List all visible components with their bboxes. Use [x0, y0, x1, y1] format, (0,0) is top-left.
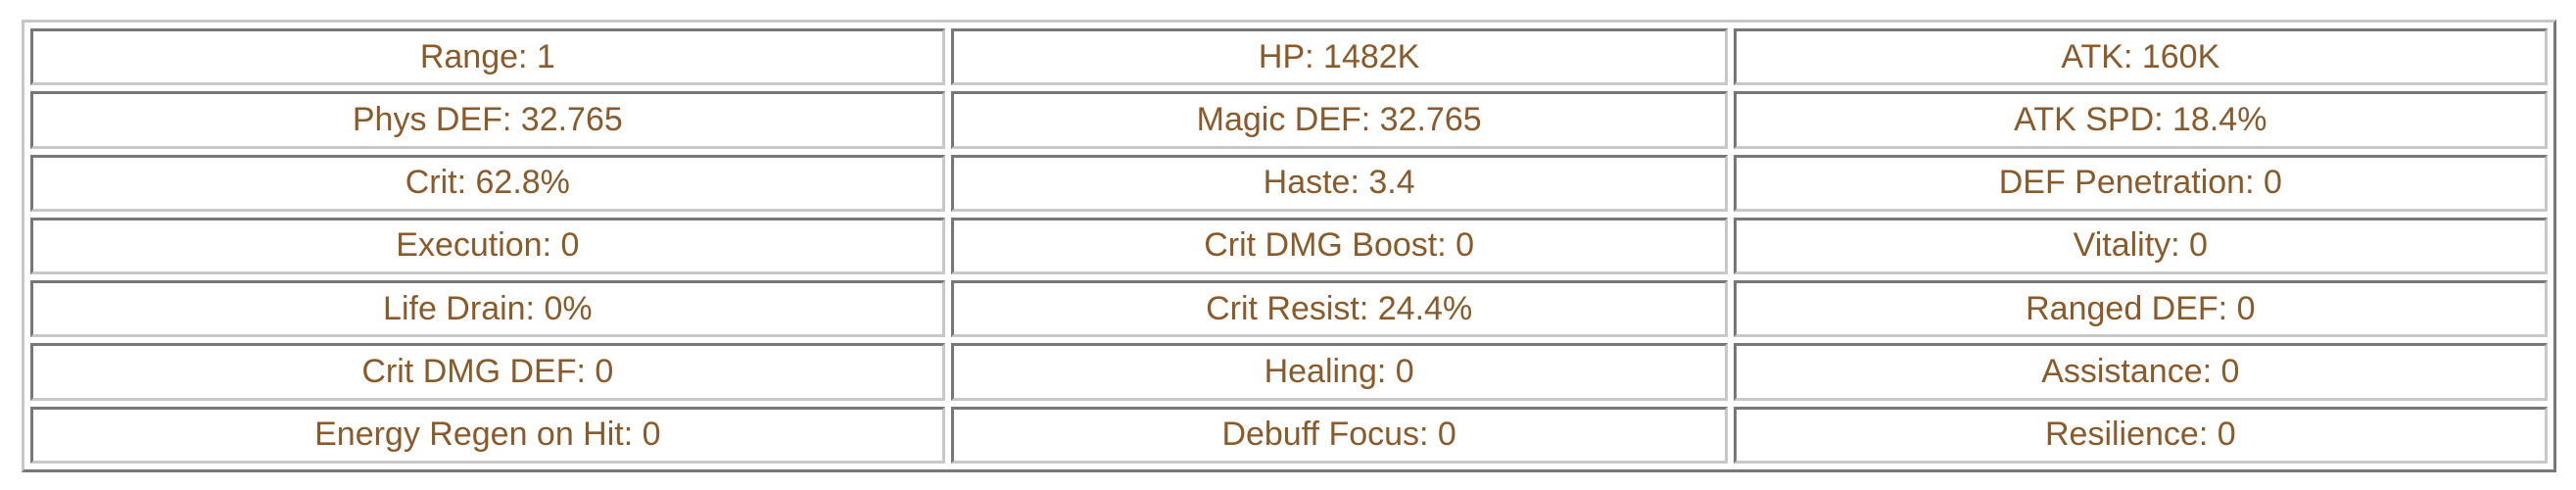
- stat-cell: Haste: 3.4: [950, 154, 1728, 212]
- stat-row: Crit: 62.8% Haste: 3.4 DEF Penetration: 0: [30, 154, 2548, 212]
- stat-cell: Vitality: 0: [1733, 217, 2548, 275]
- stat-cell: Ranged DEF: 0: [1733, 280, 2548, 338]
- stats-table-body: Range: 1 HP: 1482K ATK: 160K Phys DEF: 32.7…: [30, 28, 2548, 464]
- stat-cell: Life Drain: 0%: [30, 280, 945, 338]
- stat-cell: Crit: 62.8%: [30, 154, 945, 212]
- stat-cell: ATK: 160K: [1733, 28, 2548, 86]
- stat-cell: Crit DMG DEF: 0: [30, 343, 945, 401]
- stat-cell: ATK SPD: 18.4%: [1733, 91, 2548, 149]
- stat-row: Crit DMG DEF: 0 Healing: 0 Assistance: 0: [30, 343, 2548, 401]
- stat-cell: Debuff Focus: 0: [950, 406, 1728, 464]
- stat-cell: Crit DMG Boost: 0: [950, 217, 1728, 275]
- stat-cell: HP: 1482K: [950, 28, 1728, 86]
- stat-cell: DEF Penetration: 0: [1733, 154, 2548, 212]
- stat-cell: Resilience: 0: [1733, 406, 2548, 464]
- stats-table: Range: 1 HP: 1482K ATK: 160K Phys DEF: 32.7…: [22, 20, 2556, 472]
- stat-cell: Assistance: 0: [1733, 343, 2548, 401]
- stat-cell: Range: 1: [30, 28, 945, 86]
- stat-cell: Phys DEF: 32.765: [30, 91, 945, 149]
- stat-row: Range: 1 HP: 1482K ATK: 160K: [30, 28, 2548, 86]
- stat-cell: Execution: 0: [30, 217, 945, 275]
- stat-cell: Healing: 0: [950, 343, 1728, 401]
- stat-row: Energy Regen on Hit: 0 Debuff Focus: 0 Res…: [30, 406, 2548, 464]
- stat-row: Execution: 0 Crit DMG Boost: 0 Vitality: 0: [30, 217, 2548, 275]
- stat-cell: Crit Resist: 24.4%: [950, 280, 1728, 338]
- stat-cell: Energy Regen on Hit: 0: [30, 406, 945, 464]
- stat-row: Life Drain: 0% Crit Resist: 24.4% Ranged D…: [30, 280, 2548, 338]
- stat-cell: Magic DEF: 32.765: [950, 91, 1728, 149]
- stat-row: Phys DEF: 32.765 Magic DEF: 32.765 ATK SPD…: [30, 91, 2548, 149]
